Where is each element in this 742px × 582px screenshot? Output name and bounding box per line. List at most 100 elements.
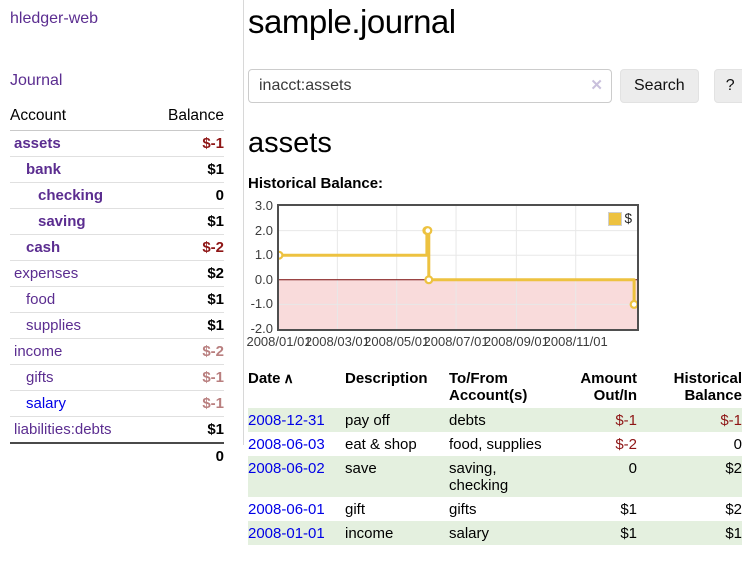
data-point-marker [629,299,637,309]
account-link[interactable]: supplies [26,317,82,334]
account-balance: $1 [147,312,224,339]
register-row: 2008-12-31 pay off debts $-1 $-1 [248,408,742,432]
accounts-header-balance: Balance [147,103,224,131]
account-link[interactable]: bank [26,161,62,178]
register-description: pay off [345,412,390,429]
account-link[interactable]: assets [14,135,61,152]
account-row: saving $1 [10,208,224,235]
accounts-header-account: Account [10,103,148,131]
register-date-link[interactable]: 2008-06-03 [248,436,325,453]
register-date-link[interactable]: 2008-01-01 [248,525,325,542]
account-balance: $-1 [202,135,224,152]
clear-search-icon[interactable]: ✕ [590,77,603,94]
account-row: income $-2 [10,338,224,365]
account-row: liabilities:debts $1 [10,416,224,443]
account-link[interactable]: cash [26,239,61,256]
account-row: checking 0 [10,182,224,209]
register-balance: $1 [725,525,742,542]
register-amount: $1 [620,501,637,518]
page-title: sample.journal [248,3,456,40]
x-axis-label: 2008/05/01 [364,334,430,349]
legend-swatch [608,211,623,226]
register-header-row: Date ∧ Description To/From Account(s) Amo… [248,368,742,408]
account-balance: $-2 [147,338,224,365]
account-balance: $1 [147,416,224,443]
account-link[interactable]: gifts [26,369,54,386]
sidebar-item-journal[interactable]: Journal [10,72,63,89]
app-title-link[interactable]: hledger-web [10,10,99,27]
account-heading: assets [248,127,332,159]
account-link[interactable]: checking [38,187,104,204]
account-link[interactable]: income [14,343,63,360]
account-row: assets $-1 [10,131,224,157]
x-axis-label: 2008/07/01 [423,334,489,349]
account-row: food $1 [10,286,224,313]
register-date-link[interactable]: 2008-06-01 [248,501,325,518]
account-link[interactable]: food [26,291,56,308]
sort-asc-icon: ∧ [283,370,294,386]
account-link[interactable]: expenses [14,265,79,282]
register-balance: $-1 [720,412,742,429]
accounts-header-row: Account Balance [10,103,224,131]
legend-label: $ [624,211,632,226]
chart-heading: Historical Balance: [248,175,384,192]
account-row: gifts $-1 [10,364,224,391]
register-table: Date ∧ Description To/From Account(s) Amo… [248,368,742,545]
register-amount: $-2 [615,436,637,453]
register-date-link[interactable]: 2008-12-31 [248,412,325,429]
account-link[interactable]: salary [26,395,67,412]
register-description: save [345,460,377,477]
x-axis-label: 2008/03/01 [304,334,370,349]
register-balance: $2 [725,460,742,477]
y-axis-label: 1.0 [254,247,273,263]
account-row: bank $1 [10,156,224,183]
register-accounts: saving, checking [449,460,509,494]
register-header-balance: Historical Balance [673,370,742,404]
accounts-total-value: 0 [147,442,224,470]
register-amount: $1 [620,525,637,542]
register-accounts: gifts [449,501,477,518]
account-balance: $1 [147,208,224,235]
account-row: supplies $1 [10,312,224,339]
search-input[interactable] [248,69,612,103]
x-axis-label: 2008/09/01 [483,334,549,349]
historical-balance-chart: $ 3.0 2.0 1.0 0.0 -1.0 -2.0 2008/01/01 2008/03/… [246,198,742,352]
account-link[interactable]: liabilities:debts [14,421,112,438]
account-balance: $1 [147,286,224,313]
chart-plot-area: $ [277,204,639,331]
register-header-date[interactable]: Date ∧ [248,370,294,387]
account-row: cash $-2 [10,234,224,261]
spacer [10,442,148,470]
x-axis-label: 2008/01/01 [246,334,312,349]
account-balance: 0 [147,182,224,209]
account-balance: $1 [147,156,224,183]
register-description: gift [345,501,366,518]
register-accounts: food, supplies [449,436,542,453]
register-header-description: Description [345,370,428,387]
help-button[interactable]: ? [713,69,742,103]
account-row: expenses $2 [10,260,224,287]
chart-legend: $ [608,211,632,226]
account-balance: $2 [147,260,224,287]
search-button[interactable]: Search [620,69,699,103]
account-balance: $-2 [147,234,224,261]
account-link[interactable]: saving [38,213,86,230]
accounts-total-row: 0 [10,442,224,470]
register-description: eat & shop [345,436,417,453]
account-balance: $-1 [147,390,224,417]
register-balance: $2 [725,501,742,518]
account-row: salary $-1 [10,390,224,417]
account-balance: $-1 [147,364,224,391]
register-row: 2008-01-01 income salary $1 $1 [248,521,742,545]
data-point-marker [423,226,433,236]
register-date-link[interactable]: 2008-06-02 [248,460,325,477]
register-header-amount: Amount Out/In [580,370,637,404]
y-axis-label: -2.0 [250,321,273,336]
data-point-marker [279,250,284,260]
chart-canvas [279,206,637,329]
register-amount: 0 [628,460,637,477]
data-point-marker [424,275,434,285]
main-content: sample.journal ✕ Search ? assets Histori… [246,0,742,545]
y-axis-label: -1.0 [250,296,273,312]
register-accounts: debts [449,412,486,429]
